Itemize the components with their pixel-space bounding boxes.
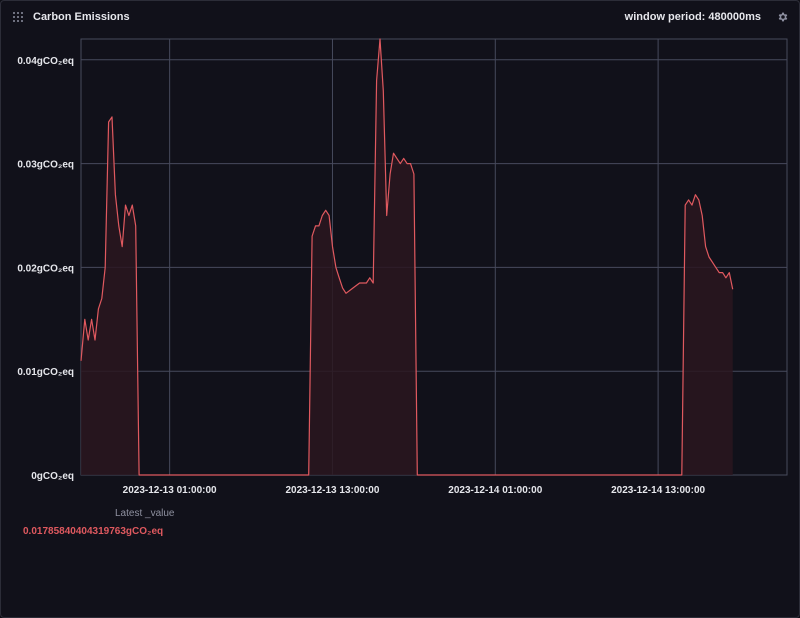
x-tick-label: 2023-12-14 01:00:00 — [448, 485, 542, 496]
plot-border — [80, 38, 788, 476]
legend-column-header: Latest _value — [115, 508, 175, 519]
y-tick-label: 0.01gCO₂eq — [17, 367, 74, 378]
x-tick-label: 2023-12-13 01:00:00 — [123, 485, 217, 496]
y-tick-label: 0.04gCO₂eq — [17, 56, 74, 67]
emissions-chart: 0gCO₂eq 0.01gCO₂eq 0.02gCO₂eq 0.03gCO₂eq 0.0… — [17, 38, 788, 496]
series-line — [80, 38, 734, 476]
grip-dots-icon[interactable] — [13, 12, 24, 23]
legend-latest-value: 0.01785840404319763gCO₂eq — [23, 526, 164, 537]
gear-icon[interactable] — [777, 11, 789, 23]
y-tick-label: 0gCO₂eq — [31, 471, 74, 482]
panel-title: Carbon Emissions — [33, 11, 130, 23]
y-tick-label: 0.02gCO₂eq — [17, 263, 74, 274]
panel-header: Carbon Emissions window period: 480000ms — [1, 1, 799, 33]
x-tick-label: 2023-12-13 13:00:00 — [285, 485, 379, 496]
y-tick-label: 0.03gCO₂eq — [17, 160, 74, 171]
x-tick-label: 2023-12-14 13:00:00 — [611, 485, 705, 496]
series-area — [81, 39, 733, 475]
window-period-label: window period: 480000ms — [624, 11, 761, 23]
